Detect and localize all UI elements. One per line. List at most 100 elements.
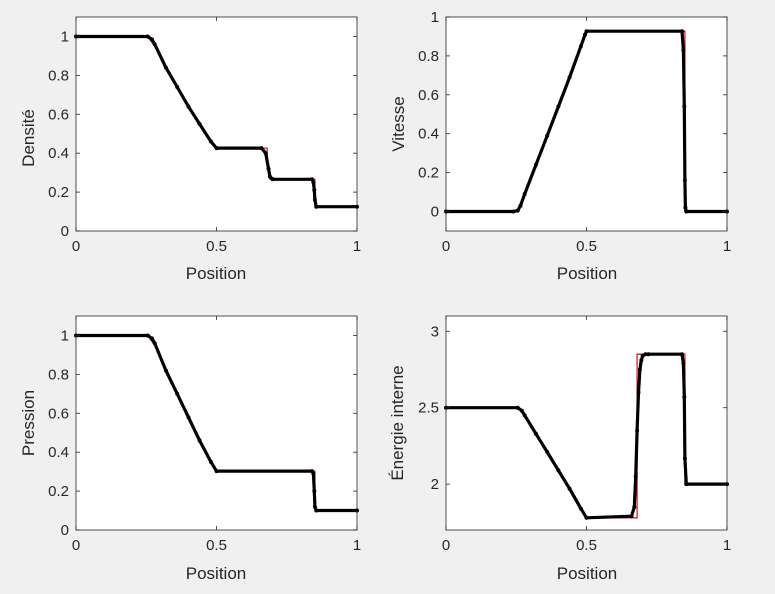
pression-numeric-point (312, 489, 317, 494)
densite-numeric-point (312, 188, 317, 193)
vitesse-ytick-label: 1 (431, 9, 439, 26)
pression-numeric-point (311, 471, 316, 476)
densite-numeric-point (163, 65, 168, 70)
subplot-energie-interne: Position Énergie interne (388, 365, 617, 583)
densite-numeric-point (310, 177, 314, 182)
vitesse-numeric-point (545, 133, 550, 138)
densite-ytick-label: 0.4 (48, 145, 69, 162)
subplot-pression: Position Pression (19, 390, 246, 583)
densite-xlabel: Position (186, 264, 246, 283)
vitesse-numeric-point (556, 104, 561, 109)
energie-interne-numeric-point (646, 352, 651, 357)
vitesse-xtick-label: 0.5 (576, 238, 597, 255)
energie-interne-numeric-point (584, 515, 589, 520)
energie-interne-numeric-point (515, 405, 520, 410)
vitesse-ytick-label: 0.6 (418, 87, 439, 104)
vitesse-numeric-point (682, 178, 687, 183)
vitesse-numeric-point (584, 29, 589, 34)
pression-numeric-trace (76, 333, 357, 513)
pression-ytick-label: 1 (61, 327, 69, 344)
pression-numeric-point (197, 438, 202, 443)
energie-interne-numeric-point (545, 450, 550, 454)
pression-xtick-label: 1 (353, 537, 361, 554)
pression-numeric-point (145, 333, 150, 338)
densite-numeric-point (266, 166, 271, 171)
densite-xtick-label: 0.5 (206, 238, 227, 255)
vitesse-axes: 0 0.5 1 0 0.2 0.4 0.6 0.8 1 (418, 9, 731, 255)
energie-interne-numeric-point (681, 361, 686, 366)
vitesse-numeric-point (684, 209, 689, 214)
vitesse-numeric-point (578, 44, 583, 49)
densite-xtick-label: 0 (72, 238, 80, 255)
pression-numeric-point (163, 368, 168, 373)
energie-interne-numeric-point (635, 428, 640, 433)
energie-interne-numeric-point (684, 482, 689, 487)
densite-numeric-point (312, 197, 317, 202)
vitesse-numeric-point (511, 209, 516, 214)
vitesse-numeric-point (533, 162, 538, 167)
densite-xtick-label: 1 (353, 238, 361, 255)
densite-numeric-point (186, 104, 191, 109)
energie-interne-numeric-point (643, 352, 648, 357)
densite-numeric-point (314, 204, 319, 209)
energie-interne-xtick-label: 0.5 (576, 537, 597, 554)
vitesse-plot-area (446, 17, 727, 231)
energie-interne-ytick-label: 3 (431, 323, 439, 340)
energie-interne-xlabel: Position (557, 564, 617, 583)
densite-numeric-point (208, 139, 213, 144)
densite-numeric-point (197, 122, 202, 126)
energie-interne-ytick-label: 2.5 (418, 400, 439, 417)
energie-interne-numeric-point (578, 506, 583, 511)
pression-numeric-point (186, 415, 191, 420)
vitesse-numeric-point (518, 203, 523, 208)
energie-interne-numeric-point (519, 408, 524, 413)
vitesse-numeric-point (681, 48, 686, 53)
densite-ytick-label: 0.2 (48, 184, 69, 201)
densite-ytick-label: 0.6 (48, 106, 69, 123)
vitesse-numeric-point (522, 192, 527, 196)
energie-interne-ylabel: Énergie interne (388, 365, 407, 480)
densite-numeric-point (149, 37, 154, 42)
vitesse-numeric-point (680, 29, 684, 34)
energie-interne-ytick-label: 2 (431, 476, 439, 493)
energie-interne-numeric-point (567, 486, 572, 491)
pression-ytick-label: 0.2 (48, 483, 69, 500)
vitesse-numeric-point (683, 205, 688, 210)
vitesse-ytick-label: 0.2 (418, 165, 439, 182)
pression-ytick-label: 0.4 (48, 444, 69, 461)
densite-numeric-point (311, 180, 316, 185)
vitesse-ylabel: Vitesse (389, 96, 408, 151)
energie-interne-numeric-point (680, 352, 684, 357)
energie-interne-numeric-point (682, 456, 687, 461)
vitesse-numeric-point (515, 208, 520, 213)
vitesse-ytick-label: 0 (431, 204, 439, 221)
energie-interne-numeric-point (629, 514, 634, 519)
energie-interne-plot-area (446, 316, 727, 530)
energie-interne-numeric-point (632, 505, 637, 510)
densite-ytick-label: 0.8 (48, 67, 69, 84)
densite-numeric-point (270, 177, 275, 182)
vitesse-ytick-label: 0.4 (418, 126, 439, 143)
energie-interne-numeric-point (533, 431, 538, 436)
vitesse-numeric-point (583, 32, 588, 37)
pression-numeric-point (152, 341, 157, 346)
densite-numeric-point (267, 174, 272, 179)
pression-numeric-point (175, 391, 180, 396)
pression-ylabel: Pression (19, 390, 38, 456)
energie-interne-numeric-point (637, 367, 642, 372)
pression-numeric-point (149, 336, 154, 341)
pression-axes: 0 0.5 1 0 0.2 0.4 0.6 0.8 1 (48, 315, 361, 554)
densite-numeric-point (214, 146, 219, 151)
densite-numeric-point (175, 85, 180, 89)
densite-numeric-point (259, 146, 264, 151)
densite-numeric-point (152, 42, 157, 47)
energie-interne-numeric-point (556, 468, 561, 473)
pression-ytick-label: 0 (61, 522, 69, 539)
energie-interne-axes: 0 0.5 1 2 2.5 3 (418, 315, 731, 554)
vitesse-numeric-point (567, 75, 572, 80)
densite-ytick-label: 1 (61, 28, 69, 45)
densite-numeric-point (145, 34, 150, 39)
pression-xlabel: Position (186, 564, 246, 583)
pression-xtick-label: 0.5 (206, 537, 227, 554)
